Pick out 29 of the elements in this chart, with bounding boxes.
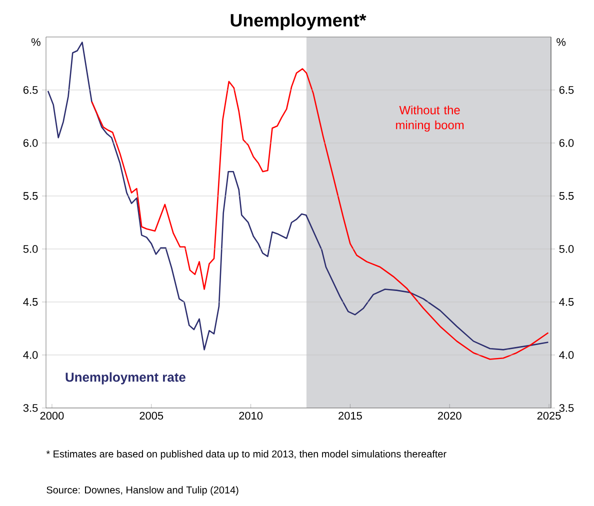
y-tick-label: 3.5 — [23, 404, 38, 412]
y2-tick-label: 6.0 — [559, 139, 574, 147]
y2-tick-label: 4.0 — [559, 351, 574, 359]
line-series — [47, 42, 549, 350]
y-axis-title: % — [31, 38, 40, 46]
x-tick-label: 2005 — [140, 412, 164, 420]
y-tick-label: 5.5 — [23, 192, 38, 200]
y2-tick-label: 6.5 — [559, 86, 574, 94]
y-tick-label: 6.5 — [23, 86, 38, 94]
y-tick-label: 6.0 — [23, 139, 38, 147]
chart-title: Unemployment* — [230, 13, 366, 30]
y2-axis-title: % — [556, 38, 566, 46]
text: Without the mining boom — [396, 106, 464, 132]
text: * Estimates are based on published data up to mid 2013, then model simulations thereafter — [46, 450, 446, 460]
y-tick-label: 5.0 — [23, 245, 38, 253]
y2-tick-label: 4.5 — [559, 298, 574, 306]
x-tick-label: 2015 — [338, 412, 362, 420]
y-tick-label: 4.5 — [23, 298, 38, 306]
y2-tick-label: 5.5 — [559, 192, 574, 200]
y2-tick-label: 5.0 — [559, 245, 574, 253]
x-tick-label: 2000 — [40, 412, 64, 420]
x-tick-label: 2020 — [438, 412, 462, 420]
x-tick-label: 2010 — [239, 412, 263, 420]
y-tick-label: 4.0 — [23, 351, 38, 359]
y2-tick-label: 3.5 — [559, 404, 574, 412]
line-series — [91, 68, 549, 360]
source-note: Source: Downes, Hanslow and Tulip (2014) — [46, 486, 238, 496]
text: Unemployment rate — [66, 372, 186, 384]
x-tick-label: 2025 — [537, 412, 561, 420]
